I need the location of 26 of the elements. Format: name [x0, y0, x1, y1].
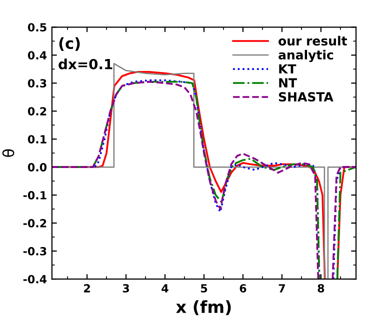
- y-tick-label: 0.5: [28, 23, 46, 32]
- x-tick-label: 7: [278, 284, 285, 292]
- legend-label: KT: [279, 64, 296, 74]
- x-tick-label: 3: [122, 284, 130, 292]
- y-tick-label: -0.2: [23, 219, 46, 228]
- annotation: dx=0.1: [58, 58, 112, 70]
- x-axis-title: x (fm): [176, 300, 231, 316]
- y-axis-title: θ: [2, 149, 14, 157]
- y-tick-label: 0.2: [28, 107, 46, 116]
- y-tick-label: 0.3: [28, 79, 46, 88]
- x-tick-label: 8: [318, 284, 324, 292]
- x-tick-label: 2: [84, 284, 90, 292]
- legend-label: our result: [278, 36, 347, 46]
- y-tick-label: -0.1: [23, 191, 46, 200]
- legend-label: SHASTA: [278, 92, 334, 102]
- y-tick-label: 0.4: [28, 51, 47, 60]
- y-tick-label: -0.4: [23, 275, 47, 284]
- legend-label: analytic: [278, 50, 334, 62]
- y-tick-label: 0.1: [28, 135, 46, 144]
- annotation: (c): [59, 37, 80, 51]
- x-tick-label: 5: [200, 284, 208, 292]
- x-tick-label: 6: [240, 284, 246, 292]
- y-tick-label: 0.0: [28, 163, 47, 172]
- y-tick-label: -0.3: [23, 247, 46, 256]
- x-tick-label: 4: [162, 284, 168, 292]
- legend-label: NT: [279, 78, 297, 88]
